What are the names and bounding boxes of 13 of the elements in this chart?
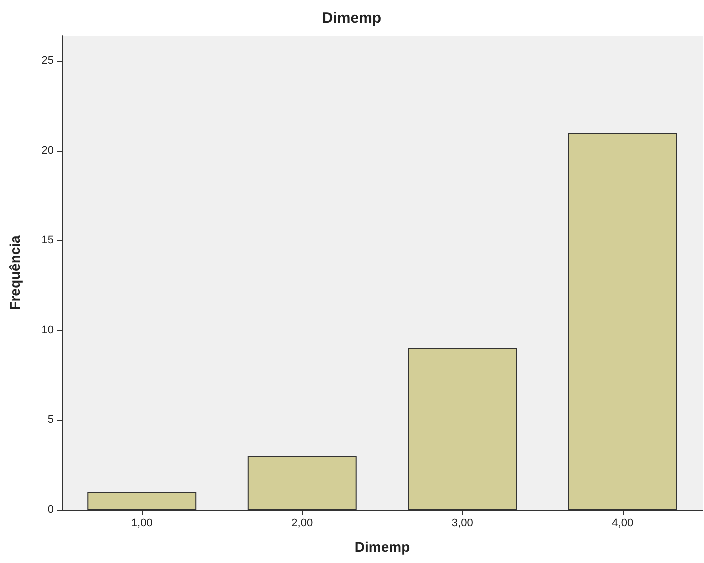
y-axis-title: Frequência xyxy=(7,235,23,310)
x-tick-label: 1,00 xyxy=(131,518,153,530)
x-axis-title: Dimemp xyxy=(354,539,410,555)
y-tick-label: 10 xyxy=(42,324,54,336)
y-tick-label: 15 xyxy=(42,234,54,247)
y-tick-label: 0 xyxy=(48,504,54,516)
y-tick-label: 25 xyxy=(42,55,54,68)
x-tick-label: 4,00 xyxy=(612,518,634,530)
x-tick-label: 2,00 xyxy=(292,518,314,530)
y-tick-label: 20 xyxy=(42,144,54,157)
x-tick-label: 3,00 xyxy=(452,518,474,530)
chart-title: Dimemp xyxy=(322,10,382,27)
y-tick-label: 5 xyxy=(48,414,54,426)
